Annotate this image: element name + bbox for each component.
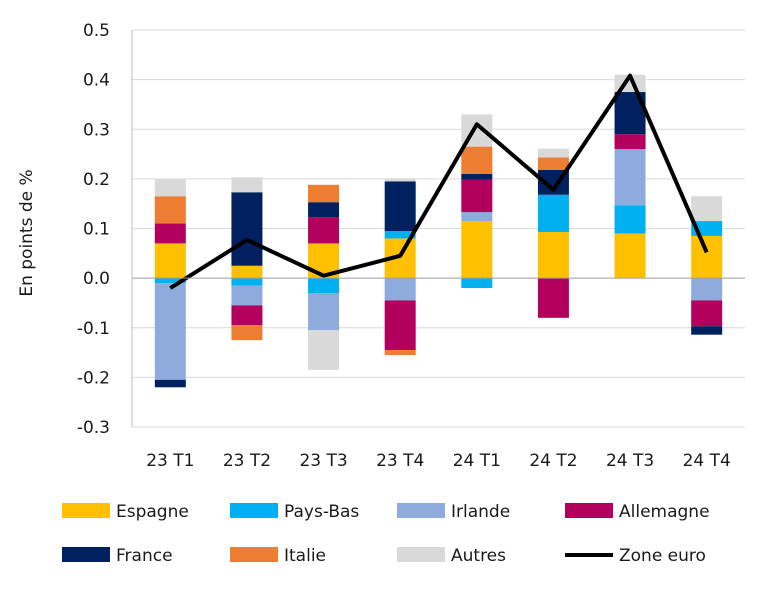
bar-segment-pays-bas xyxy=(461,278,493,289)
legend: Espagne Pays-Bas Irlande Allemagne France Ita… xyxy=(62,502,710,566)
grid-layer xyxy=(132,29,745,428)
bar-segment-irlande xyxy=(384,278,416,301)
bar-segment-pays-bas xyxy=(614,205,646,234)
legend-swatch-france xyxy=(62,547,110,562)
y-tick-label: -0.1 xyxy=(77,319,110,339)
y-tick-label: 0.3 xyxy=(83,120,110,140)
series-line-zone-euro xyxy=(169,73,709,290)
bar-segment-france xyxy=(154,379,186,388)
bar-segment-espagne xyxy=(537,231,569,279)
bar-segment-irlande xyxy=(154,283,186,380)
x-tick-label: 23 T4 xyxy=(376,451,424,471)
bar-segment-allemagne xyxy=(154,223,186,244)
bar-segment-irlande xyxy=(461,212,493,222)
bar-segment-autres xyxy=(537,148,569,158)
bar-segment-irlande xyxy=(691,278,723,301)
legend-label-irlande: Irlande xyxy=(451,502,510,522)
bar-segment-italie xyxy=(461,146,493,174)
y-tick-label: 0.0 xyxy=(83,269,110,289)
axis-layer: 0.5 0.4 0.3 0.2 0.1 0.0 -0.1 -0.2 -0.3 23 T1 23 T2… xyxy=(77,21,745,471)
bar-segment-allemagne xyxy=(308,217,340,244)
bar-segment-espagne xyxy=(154,243,186,279)
bar-segment-france xyxy=(384,181,416,231)
legend-label-allemagne: Allemagne xyxy=(619,502,710,522)
x-tick-label: 24 T3 xyxy=(606,451,654,471)
bar-segment-autres xyxy=(384,178,416,182)
bar-segment-pays-bas xyxy=(154,278,186,284)
y-tick-label: -0.3 xyxy=(77,418,110,438)
legend-label-autres: Autres xyxy=(451,546,506,566)
bar-segment-autres xyxy=(308,330,340,370)
legend-swatch-pays-bas xyxy=(230,503,278,518)
bar-segment-allemagne xyxy=(614,134,646,150)
bar-layer xyxy=(154,74,723,388)
legend-swatch-irlande xyxy=(397,503,445,518)
y-axis-title: En points de % xyxy=(17,169,37,296)
line-layer xyxy=(169,73,709,290)
bar-segment-italie xyxy=(308,184,340,203)
y-tick-label: 0.5 xyxy=(83,21,110,41)
bar-segment-italie xyxy=(537,157,569,170)
bar-segment-pays-bas xyxy=(308,278,340,294)
bar-segment-allemagne xyxy=(231,305,263,326)
x-tick-label: 24 T2 xyxy=(529,451,577,471)
y-tick-label: 0.4 xyxy=(83,71,110,91)
x-tick-label: 24 T1 xyxy=(453,451,501,471)
bar-segment-france xyxy=(308,202,340,218)
bar-segment-france xyxy=(691,326,723,335)
bar-segment-allemagne xyxy=(691,300,723,327)
bar-segment-allemagne xyxy=(461,179,493,213)
legend-label-zone-euro: Zone euro xyxy=(619,546,706,566)
bar-segment-espagne xyxy=(231,265,263,279)
y-tick-label: 0.2 xyxy=(83,170,110,190)
bar-segment-pays-bas xyxy=(537,194,569,232)
x-tick-label: 23 T1 xyxy=(146,451,194,471)
legend-label-italie: Italie xyxy=(284,546,326,566)
legend-swatch-italie xyxy=(230,547,278,562)
x-tick-label: 23 T2 xyxy=(223,451,271,471)
y-tick-label: -0.2 xyxy=(77,368,110,388)
bar-segment-espagne xyxy=(461,221,493,279)
bar-segment-autres xyxy=(154,178,186,197)
bar-segment-france xyxy=(231,192,263,266)
bar-segment-espagne xyxy=(614,233,646,279)
bar-segment-italie xyxy=(154,196,186,224)
bar-segment-italie xyxy=(231,325,263,341)
bar-segment-irlande xyxy=(614,149,646,206)
bar-segment-pays-bas xyxy=(384,230,416,239)
legend-swatch-allemagne xyxy=(565,503,613,518)
bar-segment-autres xyxy=(231,177,263,193)
y-tick-label: 0.1 xyxy=(83,220,110,240)
bar-segment-autres xyxy=(691,196,723,222)
bar-segment-allemagne xyxy=(384,300,416,351)
legend-label-espagne: Espagne xyxy=(116,502,189,522)
bar-segment-pays-bas xyxy=(231,278,263,286)
bar-segment-irlande xyxy=(308,293,340,331)
bar-segment-irlande xyxy=(231,285,263,306)
x-tick-label: 24 T4 xyxy=(683,451,731,471)
x-tick-label: 23 T3 xyxy=(299,451,347,471)
bar-segment-allemagne xyxy=(537,278,569,318)
legend-label-pays-bas: Pays-Bas xyxy=(284,502,359,522)
bar-segment-espagne xyxy=(691,235,723,279)
legend-label-france: France xyxy=(116,546,173,566)
bar-segment-france xyxy=(461,173,493,180)
bar-segment-italie xyxy=(384,350,416,356)
legend-swatch-autres xyxy=(397,547,445,562)
legend-swatch-espagne xyxy=(62,503,110,518)
